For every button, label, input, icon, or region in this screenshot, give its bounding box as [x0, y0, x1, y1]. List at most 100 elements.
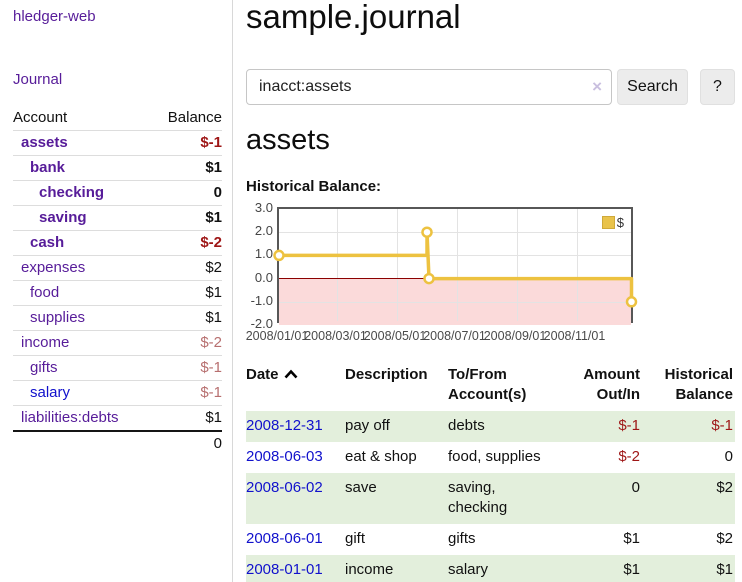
accounts-table: Account Balance assets $-1 bank $1 check…: [13, 106, 222, 456]
search-input-wrap: ×: [246, 69, 612, 105]
clear-search-icon[interactable]: ×: [592, 77, 602, 96]
transaction-balance: $1: [716, 561, 733, 578]
account-row: gifts $-1: [13, 355, 222, 381]
x-tick: 2008/05/01: [363, 329, 427, 343]
transaction-date-link[interactable]: 2008-06-03: [246, 448, 323, 465]
sidebar-account-salary[interactable]: salary: [30, 384, 71, 401]
historical-balance-chart: 3.0 2.0 1.0 0.0 -1.0 -2.0: [246, 200, 666, 346]
transaction-description: pay off: [345, 417, 390, 434]
search-button[interactable]: Search: [617, 69, 688, 105]
transaction-accounts: saving, checking: [448, 479, 508, 516]
x-tick: 2008/11/01: [543, 329, 606, 343]
sidebar-account-checking[interactable]: checking: [39, 184, 105, 201]
transaction-balance: $-1: [711, 417, 733, 434]
transaction-amount: $-1: [618, 417, 640, 434]
sidebar-account-liabilities-debts[interactable]: liabilities:debts: [21, 409, 119, 426]
account-balance: 0: [151, 180, 222, 206]
transaction-accounts: gifts: [448, 530, 476, 547]
gridline: [337, 209, 338, 321]
description-column-header: Description: [345, 366, 428, 383]
chart-label: Historical Balance:: [246, 178, 382, 195]
accounts-total-row: 0: [13, 430, 222, 456]
transaction-balance: $2: [716, 530, 733, 547]
brand-link[interactable]: hledger-web: [13, 8, 96, 25]
transaction-description: income: [345, 561, 394, 578]
date-column-header[interactable]: Date: [246, 361, 345, 411]
transaction-balance: $2: [716, 479, 733, 496]
sidebar-account-bank[interactable]: bank: [30, 159, 66, 176]
transaction-accounts: salary: [448, 561, 489, 578]
page-title: sample.journal: [246, 0, 461, 35]
search-input[interactable]: [246, 69, 612, 105]
gridline: [279, 302, 631, 303]
transaction-date-link[interactable]: 2008-06-02: [246, 479, 323, 496]
sidebar-account-supplies[interactable]: supplies: [30, 309, 86, 326]
account-row: liabilities:debts $1: [13, 405, 222, 431]
data-point: [423, 272, 435, 285]
account-row: salary $-1: [13, 380, 222, 406]
account-balance: $1: [151, 405, 222, 431]
sidebar-account-income[interactable]: income: [21, 334, 70, 351]
sidebar-account-assets[interactable]: assets: [21, 134, 68, 151]
x-axis: 2008/01/01 2008/03/01 2008/05/01 2008/07…: [246, 329, 666, 345]
date-header-label: Date: [246, 366, 279, 383]
gridline: [577, 209, 578, 321]
sidebar-account-saving[interactable]: saving: [39, 209, 87, 226]
gridline: [457, 209, 458, 321]
register-row: 2008-06-03 eat & shop food, supplies $-2…: [246, 442, 735, 473]
transaction-date-link[interactable]: 2008-12-31: [246, 417, 323, 434]
transaction-date-link[interactable]: 2008-06-01: [246, 530, 323, 547]
account-balance: $-2: [151, 330, 222, 356]
account-balance: $-1: [151, 130, 222, 156]
data-point: [273, 249, 285, 262]
x-tick: 2008/09/01: [483, 329, 547, 343]
sidebar: hledger-web Journal Account Balance asse…: [0, 0, 233, 582]
sidebar-account-expenses[interactable]: expenses: [21, 259, 86, 276]
account-row: expenses $2: [13, 255, 222, 281]
account-balance: $-2: [151, 230, 222, 256]
register-table: Date Description To/From Account(s) Amou…: [246, 361, 735, 582]
gridline: [279, 255, 631, 256]
account-balance: $1: [151, 205, 222, 231]
y-tick: 0.0: [254, 270, 273, 285]
data-point: [625, 296, 638, 308]
account-row: supplies $1: [13, 305, 222, 331]
transaction-amount: $1: [623, 530, 640, 547]
sidebar-item-journal[interactable]: Journal: [13, 71, 63, 88]
account-row: cash $-2: [13, 230, 222, 256]
account-balance: $-1: [151, 380, 222, 406]
transaction-balance: 0: [724, 448, 733, 465]
account-balance: $2: [151, 255, 222, 281]
sort-ascending-icon: [284, 365, 298, 385]
register-row: 2008-01-01 income salary $1 $1: [246, 555, 735, 582]
main-content: sample.journal × Search ? assets Histori…: [246, 0, 742, 582]
transaction-description: gift: [345, 530, 366, 547]
account-balance: $1: [151, 305, 222, 331]
accounts-column-header: To/From Account(s): [448, 366, 527, 403]
x-tick: 2008/01/01: [245, 329, 309, 343]
account-row: assets $-1: [13, 130, 222, 156]
register-row: 2008-06-01 gift gifts $1 $2: [246, 524, 735, 555]
accounts-total-balance: 0: [151, 430, 222, 456]
account-row: food $1: [13, 280, 222, 306]
sidebar-account-gifts[interactable]: gifts: [30, 359, 58, 376]
balance-column-header: Balance: [151, 106, 222, 131]
chart-legend: $: [599, 214, 626, 231]
legend-label: $: [616, 215, 624, 230]
sidebar-account-cash[interactable]: cash: [30, 234, 65, 251]
y-tick: -2.0: [250, 316, 273, 331]
help-button[interactable]: ?: [700, 69, 735, 105]
account-column-header: Account: [13, 106, 152, 131]
sidebar-account-food[interactable]: food: [30, 284, 60, 301]
y-tick: -1.0: [250, 293, 273, 308]
gridline: [279, 232, 631, 233]
search-bar: × Search ?: [246, 69, 742, 106]
balance-column-header: Historical Balance: [664, 366, 733, 403]
transaction-amount: 0: [631, 479, 640, 496]
accounts-table-header: Account Balance: [13, 106, 222, 131]
account-balance: $1: [151, 155, 222, 181]
transaction-date-link[interactable]: 2008-01-01: [246, 561, 323, 578]
y-tick: 2.0: [254, 223, 273, 238]
y-tick: 1.0: [254, 246, 273, 261]
